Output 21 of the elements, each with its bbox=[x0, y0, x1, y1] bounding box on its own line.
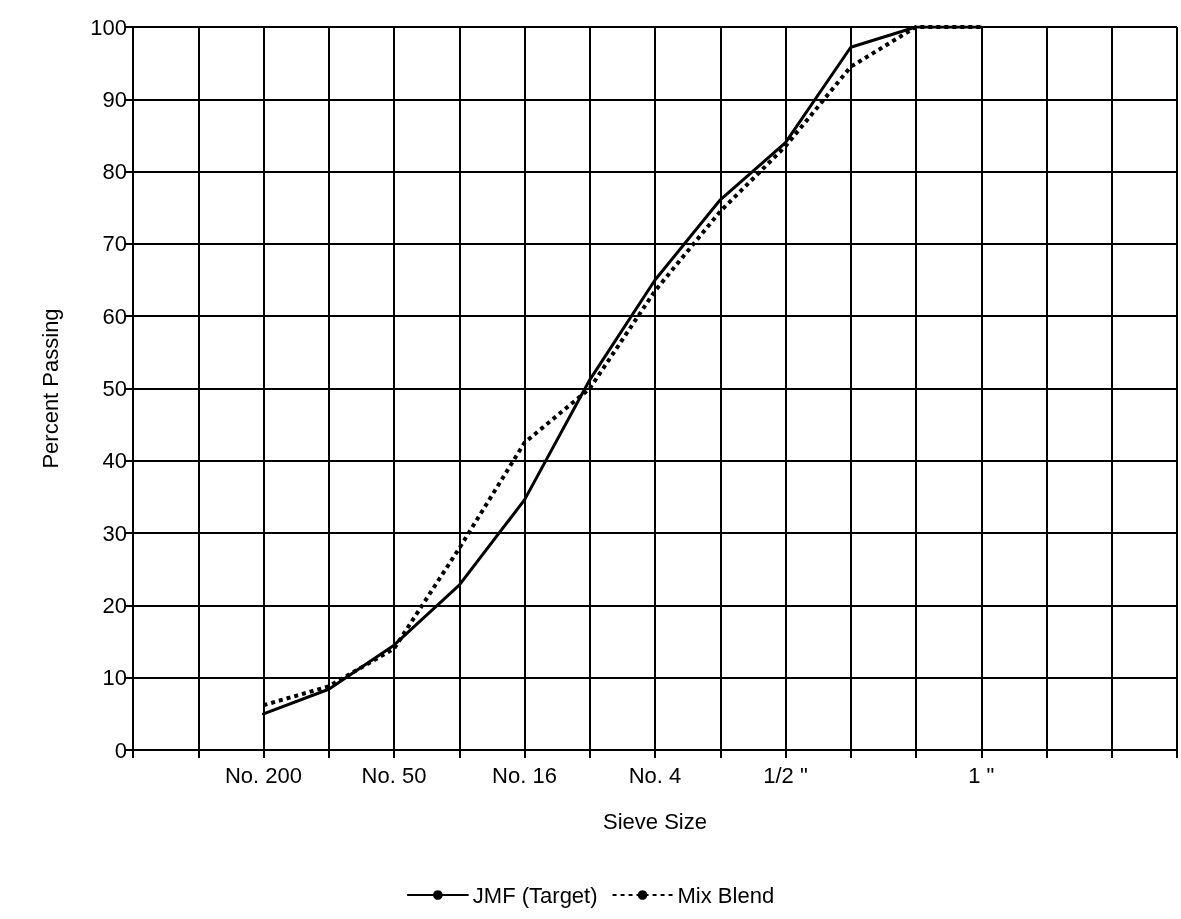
y-tick-label: 60 bbox=[102, 303, 127, 329]
x-tick-label: No. 4 bbox=[628, 762, 682, 788]
legend-label: JMF (Target) bbox=[472, 882, 598, 908]
y-tick-label: 20 bbox=[102, 592, 127, 618]
x-tick-label: 1 " bbox=[968, 762, 995, 788]
y-axis-title: Percent Passing bbox=[37, 308, 63, 469]
legend-label: Mix Blend bbox=[677, 882, 775, 908]
x-tick-label: No. 200 bbox=[224, 762, 303, 788]
y-tick-label: 50 bbox=[102, 376, 127, 401]
y-tick-label: 80 bbox=[102, 159, 127, 185]
x-tick-label: No. 16 bbox=[492, 762, 557, 788]
y-tick-label: 30 bbox=[102, 520, 127, 546]
y-tick-label: 40 bbox=[102, 448, 127, 474]
x-tick-label: 1/2 " bbox=[763, 762, 808, 788]
y-tick-label: 10 bbox=[102, 665, 127, 691]
x-axis-title: Sieve Size bbox=[603, 808, 707, 834]
x-tick-label: No. 50 bbox=[361, 762, 427, 788]
y-tick-label: 90 bbox=[102, 86, 127, 112]
y-tick-label: 100 bbox=[90, 14, 127, 40]
y-tick-label: 0 bbox=[114, 737, 127, 763]
y-tick-label: 70 bbox=[102, 231, 127, 257]
